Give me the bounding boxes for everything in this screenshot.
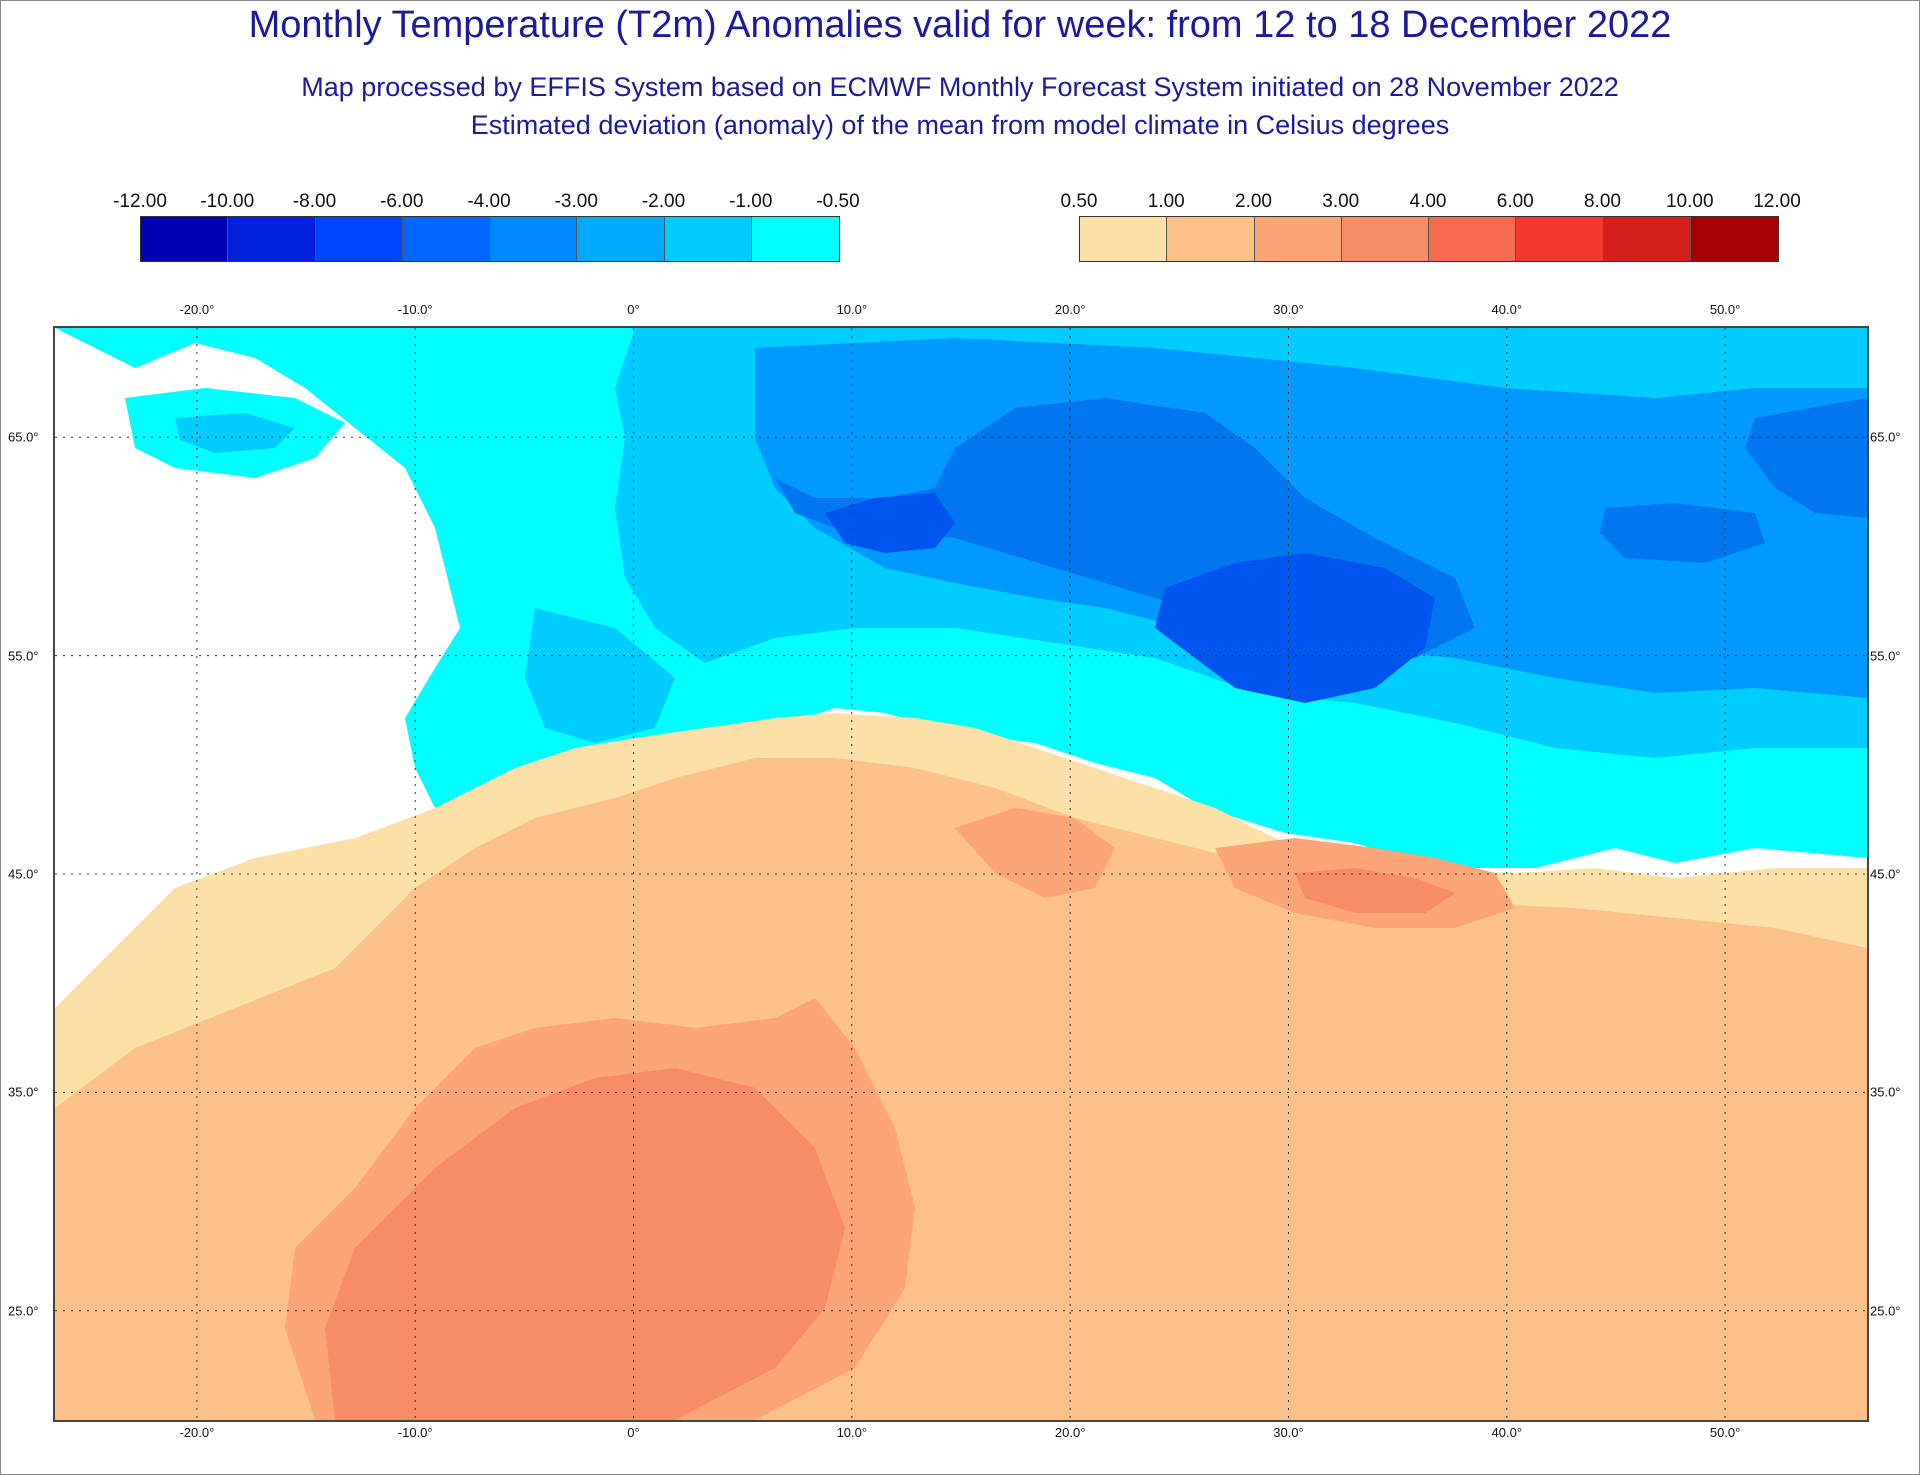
legend-positive-tick-label: 8.00	[1584, 191, 1621, 212]
iceland-cold-core	[175, 413, 295, 453]
longitude-label: -10.0°	[397, 302, 433, 317]
legend-positive-tick-label: 6.00	[1496, 191, 1534, 212]
map-title: Monthly Temperature (T2m) Anomalies vali…	[248, 4, 1672, 46]
legend-negative-tick-label: -0.50	[816, 191, 860, 212]
legend-negative-tick-label: -12.00	[113, 191, 167, 212]
legend-positive-tick-label: 4.00	[1409, 191, 1447, 212]
warm-anomaly-3-turkey	[1295, 868, 1455, 913]
latitude-label: 55.0°	[8, 648, 39, 664]
legend-positive-swatch	[1167, 217, 1255, 261]
longitude-label: 10.0°	[836, 302, 868, 317]
legend-negative-swatch	[315, 217, 403, 261]
legend-negative-swatch	[490, 217, 578, 261]
longitude-label: 50.0°	[1709, 302, 1741, 317]
legend-positive-swatch	[1254, 217, 1342, 261]
cold-anomaly-4b	[825, 493, 955, 553]
legend-positive-tick-label: 2.00	[1235, 191, 1272, 212]
legend-negative-swatch	[402, 217, 490, 261]
longitude-label: 10.0°	[836, 1425, 868, 1440]
longitude-label: 30.0°	[1273, 1425, 1304, 1440]
latitude-label: 25.0°	[1870, 1303, 1901, 1319]
legend-positive-swatch	[1690, 217, 1778, 261]
legend-positive-colorbar	[1079, 216, 1779, 262]
latitude-label: 35.0°	[1870, 1084, 1901, 1100]
legend-negative-swatch	[141, 217, 229, 261]
latitude-label: 65.0°	[1870, 429, 1901, 445]
legend-negative-tick-label: -6.00	[380, 191, 424, 212]
latitude-label: 55.0°	[1870, 648, 1901, 664]
latitude-label: 25.0°	[8, 1303, 39, 1319]
longitude-label: 20.0°	[1054, 1425, 1086, 1440]
map-units-description: Estimated deviation (anomaly) of the mea…	[470, 110, 1450, 140]
legend-negative-colorbar	[140, 216, 840, 262]
legend-positive-tick-label: 10.00	[1665, 191, 1714, 212]
longitude-label: 40.0°	[1491, 1425, 1523, 1440]
legend-negative-tick-label: -1.00	[729, 191, 773, 212]
legend-positive-tick-label: 1.00	[1147, 191, 1185, 212]
longitude-label: 40.0°	[1491, 302, 1523, 317]
map-svg	[55, 328, 1867, 1420]
cold-anomaly-1b	[525, 608, 675, 743]
legend-positive-swatch	[1080, 217, 1168, 261]
warm-anomaly-2-balkans	[955, 808, 1115, 898]
cold-anomaly-4	[1155, 553, 1435, 703]
legend-negative-tick-label: -3.00	[554, 191, 598, 212]
legend-positive-swatch	[1603, 217, 1691, 261]
legend-positive-swatch	[1516, 217, 1604, 261]
legend-negative-swatch	[577, 217, 665, 261]
longitude-label: 30.0°	[1273, 302, 1304, 317]
anomaly-map	[53, 326, 1869, 1422]
longitude-label: 20.0°	[1054, 302, 1086, 317]
map-subtitle: Map processed by EFFIS System based on E…	[301, 72, 1619, 102]
longitude-label: -10.0°	[397, 1425, 433, 1440]
legend-negative-swatch	[228, 217, 316, 261]
latitude-label: 45.0°	[1870, 866, 1901, 882]
latitude-label: 65.0°	[8, 429, 39, 445]
legend-positive-swatch	[1429, 217, 1517, 261]
longitude-label: 0°	[627, 1425, 640, 1440]
legend-negative-tick-label: -4.00	[467, 191, 511, 212]
longitude-label: 0°	[627, 302, 640, 317]
legend-negative-tick-label: -2.00	[641, 191, 686, 212]
cold-anomaly-ne	[1745, 398, 1867, 518]
legend-negative-tick-label: -10.00	[200, 191, 255, 212]
legend-negative-swatch	[664, 217, 752, 261]
legend-positive-tick-label: 0.50	[1060, 191, 1098, 212]
longitude-label: -20.0°	[179, 1425, 215, 1440]
legend-positive-tick-label: 3.00	[1322, 191, 1360, 212]
latitude-label: 35.0°	[8, 1084, 39, 1100]
graticule	[55, 328, 1867, 1420]
cold-anomaly-east	[1600, 503, 1765, 563]
latitude-label: 45.0°	[8, 866, 39, 882]
longitude-label: -20.0°	[179, 302, 215, 317]
legend-negative-swatch	[751, 217, 839, 261]
legend-negative-tick-label: -8.00	[292, 191, 337, 212]
legend-positive-tick-label: 12.00	[1753, 191, 1801, 212]
longitude-label: 50.0°	[1709, 1425, 1741, 1440]
warm-anomaly-3	[325, 1068, 845, 1420]
legend-positive-swatch	[1341, 217, 1429, 261]
